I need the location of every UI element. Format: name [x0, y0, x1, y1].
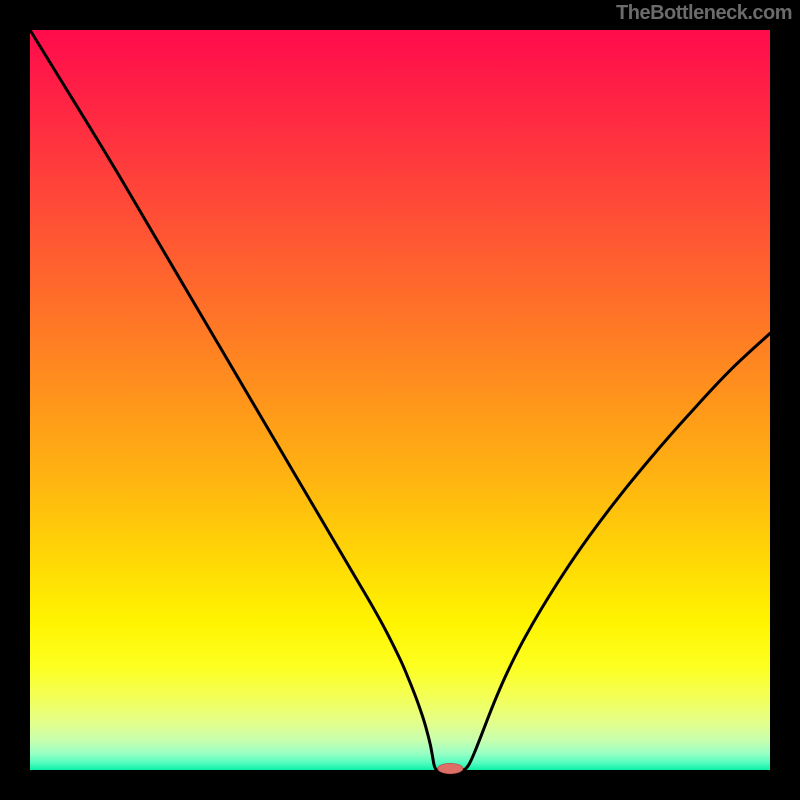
- dip-marker: [438, 763, 463, 773]
- chart-svg: [0, 0, 800, 800]
- chart-canvas: TheBottleneck.com: [0, 0, 800, 800]
- watermark-text: TheBottleneck.com: [616, 2, 792, 25]
